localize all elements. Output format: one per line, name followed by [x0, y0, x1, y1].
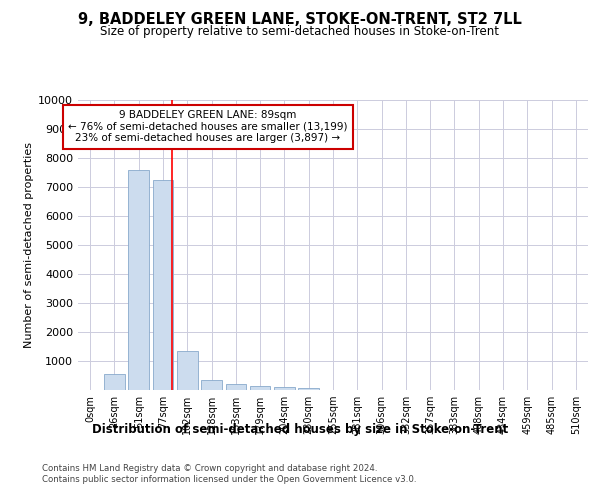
- Bar: [177, 352, 197, 390]
- Text: Size of property relative to semi-detached houses in Stoke-on-Trent: Size of property relative to semi-detach…: [101, 25, 499, 38]
- Bar: [250, 386, 271, 390]
- Bar: [104, 374, 125, 390]
- Bar: [226, 384, 246, 390]
- Text: 9 BADDELEY GREEN LANE: 89sqm
← 76% of semi-detached houses are smaller (13,199)
: 9 BADDELEY GREEN LANE: 89sqm ← 76% of se…: [68, 110, 348, 144]
- Bar: [152, 180, 173, 390]
- Bar: [298, 388, 319, 390]
- Text: Distribution of semi-detached houses by size in Stoke-on-Trent: Distribution of semi-detached houses by …: [92, 422, 508, 436]
- Text: Contains HM Land Registry data © Crown copyright and database right 2024.: Contains HM Land Registry data © Crown c…: [42, 464, 377, 473]
- Text: 9, BADDELEY GREEN LANE, STOKE-ON-TRENT, ST2 7LL: 9, BADDELEY GREEN LANE, STOKE-ON-TRENT, …: [78, 12, 522, 28]
- Bar: [128, 170, 149, 390]
- Bar: [274, 387, 295, 390]
- Text: Contains public sector information licensed under the Open Government Licence v3: Contains public sector information licen…: [42, 475, 416, 484]
- Y-axis label: Number of semi-detached properties: Number of semi-detached properties: [24, 142, 34, 348]
- Bar: [201, 380, 222, 390]
